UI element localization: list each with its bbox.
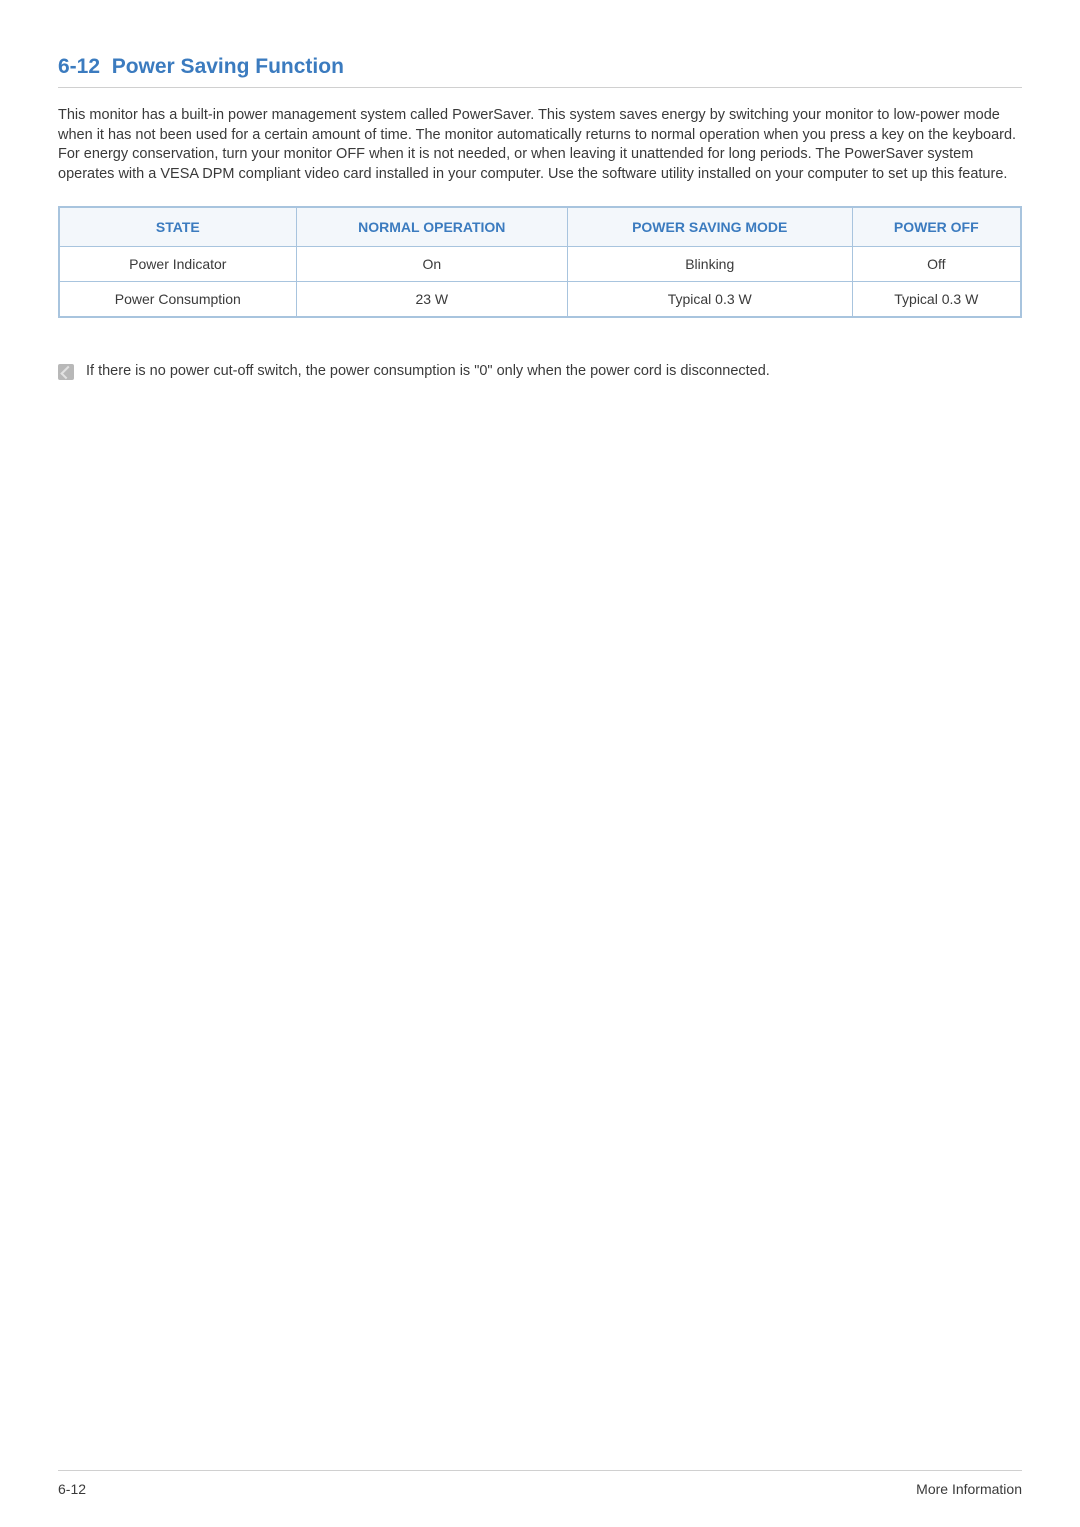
body-paragraph: This monitor has a built-in power manage… <box>58 106 1022 184</box>
table-cell: Typical 0.3 W <box>567 282 852 318</box>
footer-left: 6-12 <box>58 1481 86 1497</box>
table-header-cell: POWER SAVING MODE <box>567 207 852 247</box>
table-header-row: STATE NORMAL OPERATION POWER SAVING MODE… <box>59 207 1021 247</box>
section-title: Power Saving Function <box>112 55 344 78</box>
note-icon <box>58 364 74 380</box>
table-cell: 23 W <box>296 282 567 318</box>
table-cell: Typical 0.3 W <box>852 282 1021 318</box>
table-row: Power Consumption 23 W Typical 0.3 W Typ… <box>59 282 1021 318</box>
section-heading: 6-12 Power Saving Function <box>58 55 1022 88</box>
page-footer: 6-12 More Information <box>58 1470 1022 1497</box>
table-cell: Off <box>852 247 1021 282</box>
table-header-cell: NORMAL OPERATION <box>296 207 567 247</box>
table-header-cell: STATE <box>59 207 296 247</box>
table-cell: Power Consumption <box>59 282 296 318</box>
table-cell: Blinking <box>567 247 852 282</box>
note-row: If there is no power cut-off switch, the… <box>58 363 1022 380</box>
table-row: Power Indicator On Blinking Off <box>59 247 1021 282</box>
section-number: 6-12 <box>58 55 100 78</box>
note-text: If there is no power cut-off switch, the… <box>86 363 770 379</box>
footer-right: More Information <box>916 1481 1022 1497</box>
table-cell: On <box>296 247 567 282</box>
power-saving-table: STATE NORMAL OPERATION POWER SAVING MODE… <box>58 206 1022 318</box>
table-header-cell: POWER OFF <box>852 207 1021 247</box>
table-cell: Power Indicator <box>59 247 296 282</box>
